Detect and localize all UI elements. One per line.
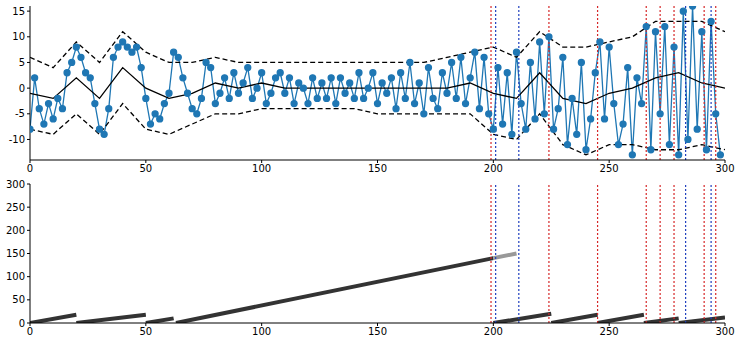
svg-text:200: 200 [484,163,503,174]
svg-text:250: 250 [600,326,619,337]
svg-text:150: 150 [368,163,387,174]
svg-text:250: 250 [600,163,619,174]
svg-text:200: 200 [6,225,25,236]
svg-text:50: 50 [12,294,25,305]
svg-text:250: 250 [6,202,25,213]
svg-text:100: 100 [252,326,271,337]
svg-text:50: 50 [139,326,152,337]
svg-text:300: 300 [715,326,734,337]
svg-text:0: 0 [27,163,33,174]
svg-text:-5: -5 [15,108,25,119]
svg-text:300: 300 [6,179,25,190]
svg-text:150: 150 [368,326,387,337]
svg-text:0: 0 [19,83,25,94]
svg-text:150: 150 [6,248,25,259]
svg-text:100: 100 [6,271,25,282]
svg-text:0: 0 [19,318,25,329]
svg-text:200: 200 [484,326,503,337]
svg-text:50: 50 [139,163,152,174]
svg-text:0: 0 [27,326,33,337]
svg-text:10: 10 [12,31,25,42]
svg-text:15: 15 [12,6,25,17]
svg-text:5: 5 [19,57,25,68]
svg-text:100: 100 [252,163,271,174]
svg-text:300: 300 [715,163,734,174]
svg-text:-10: -10 [9,134,25,145]
